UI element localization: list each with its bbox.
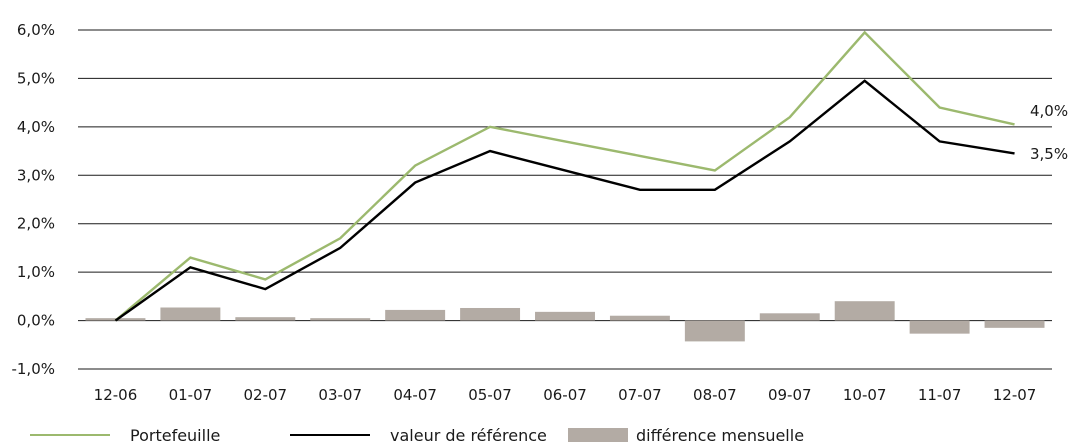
y-tick-label: 5,0% <box>17 69 55 87</box>
bar-difference-mensuelle <box>609 315 670 321</box>
y-tick-label: 0,0% <box>17 312 55 330</box>
legend-label-portefeuille: Portefeuille <box>130 426 220 445</box>
bar-difference-mensuelle <box>235 317 296 321</box>
series-lines <box>114 30 1015 322</box>
y-tick-label: -1,0% <box>11 360 55 378</box>
bar-difference-mensuelle <box>385 309 446 321</box>
bar-difference-mensuelle <box>160 307 221 321</box>
y-tick-label: 3,0% <box>17 166 55 184</box>
legend-label-reference: valeur de référence <box>390 426 547 445</box>
line-portefeuille <box>114 30 1015 322</box>
x-tick-label: 10-07 <box>843 386 887 404</box>
x-tick-label: 09-07 <box>768 386 812 404</box>
x-tick-label: 08-07 <box>693 386 737 404</box>
x-tick-label: 02-07 <box>244 386 288 404</box>
x-tick-label: 05-07 <box>468 386 512 404</box>
x-tick-label: 11-07 <box>918 386 962 404</box>
bar-difference-mensuelle <box>984 320 1045 328</box>
bar-difference-mensuelle <box>535 311 595 321</box>
x-tick-label: 06-07 <box>543 386 587 404</box>
y-tick-label: 2,0% <box>17 215 55 233</box>
y-tick-label: 1,0% <box>17 263 55 281</box>
bar-difference-mensuelle <box>460 307 521 321</box>
legend-swatch-difference <box>568 428 628 442</box>
y-tick-label: 6,0% <box>17 21 55 39</box>
line-valeur-de-reference <box>114 79 1015 322</box>
end-value-labels: 4,0% 3,5% <box>1030 102 1068 163</box>
bars-difference-mensuelle <box>85 301 1045 342</box>
bar-difference-mensuelle <box>834 301 895 321</box>
x-axis-tick-labels: 12-06 01-07 02-07 03-07 04-07 05-07 06-07 07-07… <box>94 386 1037 404</box>
end-label-reference: 3,5% <box>1030 145 1068 163</box>
x-tick-label: 12-06 <box>94 386 138 404</box>
bar-difference-mensuelle <box>909 320 970 334</box>
x-tick-label: 03-07 <box>318 386 362 404</box>
y-tick-label: 4,0% <box>17 118 55 136</box>
bar-difference-mensuelle <box>310 318 371 321</box>
x-tick-label: 01-07 <box>169 386 213 404</box>
bar-difference-mensuelle <box>759 313 820 321</box>
y-axis-tick-labels: -1,0% 0,0% 1,0% 2,0% 3,0% 4,0% 5,0% 6,0% <box>11 21 55 378</box>
end-label-portefeuille: 4,0% <box>1030 102 1068 120</box>
x-tick-label: 07-07 <box>618 386 662 404</box>
legend-label-difference: différence mensuelle <box>636 426 804 445</box>
bar-difference-mensuelle <box>684 320 745 342</box>
x-tick-label: 12-07 <box>993 386 1037 404</box>
x-tick-label: 04-07 <box>393 386 437 404</box>
legend: Portefeuille valeur de référence différe… <box>30 426 804 445</box>
